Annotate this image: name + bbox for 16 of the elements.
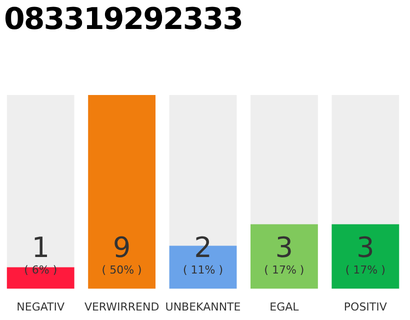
x-tick-label: VERWIRREND — [84, 300, 160, 314]
annotation: ( 17% ) — [345, 264, 386, 277]
chart-title: 083319292333 — [4, 2, 242, 37]
x-tick-label: POSITIV — [344, 300, 388, 314]
x-tick-label: NEGATIV — [16, 300, 65, 314]
annotation: ( 17% ) — [264, 264, 304, 277]
annotation: ( 11% ) — [182, 264, 224, 277]
x-tick-label: UNBEKANNTE — [165, 300, 241, 314]
annotation: ( 50% ) — [102, 264, 142, 277]
x-tick-label: EGAL — [270, 300, 300, 314]
data-label: 3 — [356, 230, 374, 264]
data-label: 1 — [32, 230, 50, 264]
bar — [6, 267, 74, 289]
data-label: 9 — [112, 230, 131, 264]
data-label: 3 — [275, 230, 294, 264]
annotation: ( 6% ) — [24, 264, 58, 277]
